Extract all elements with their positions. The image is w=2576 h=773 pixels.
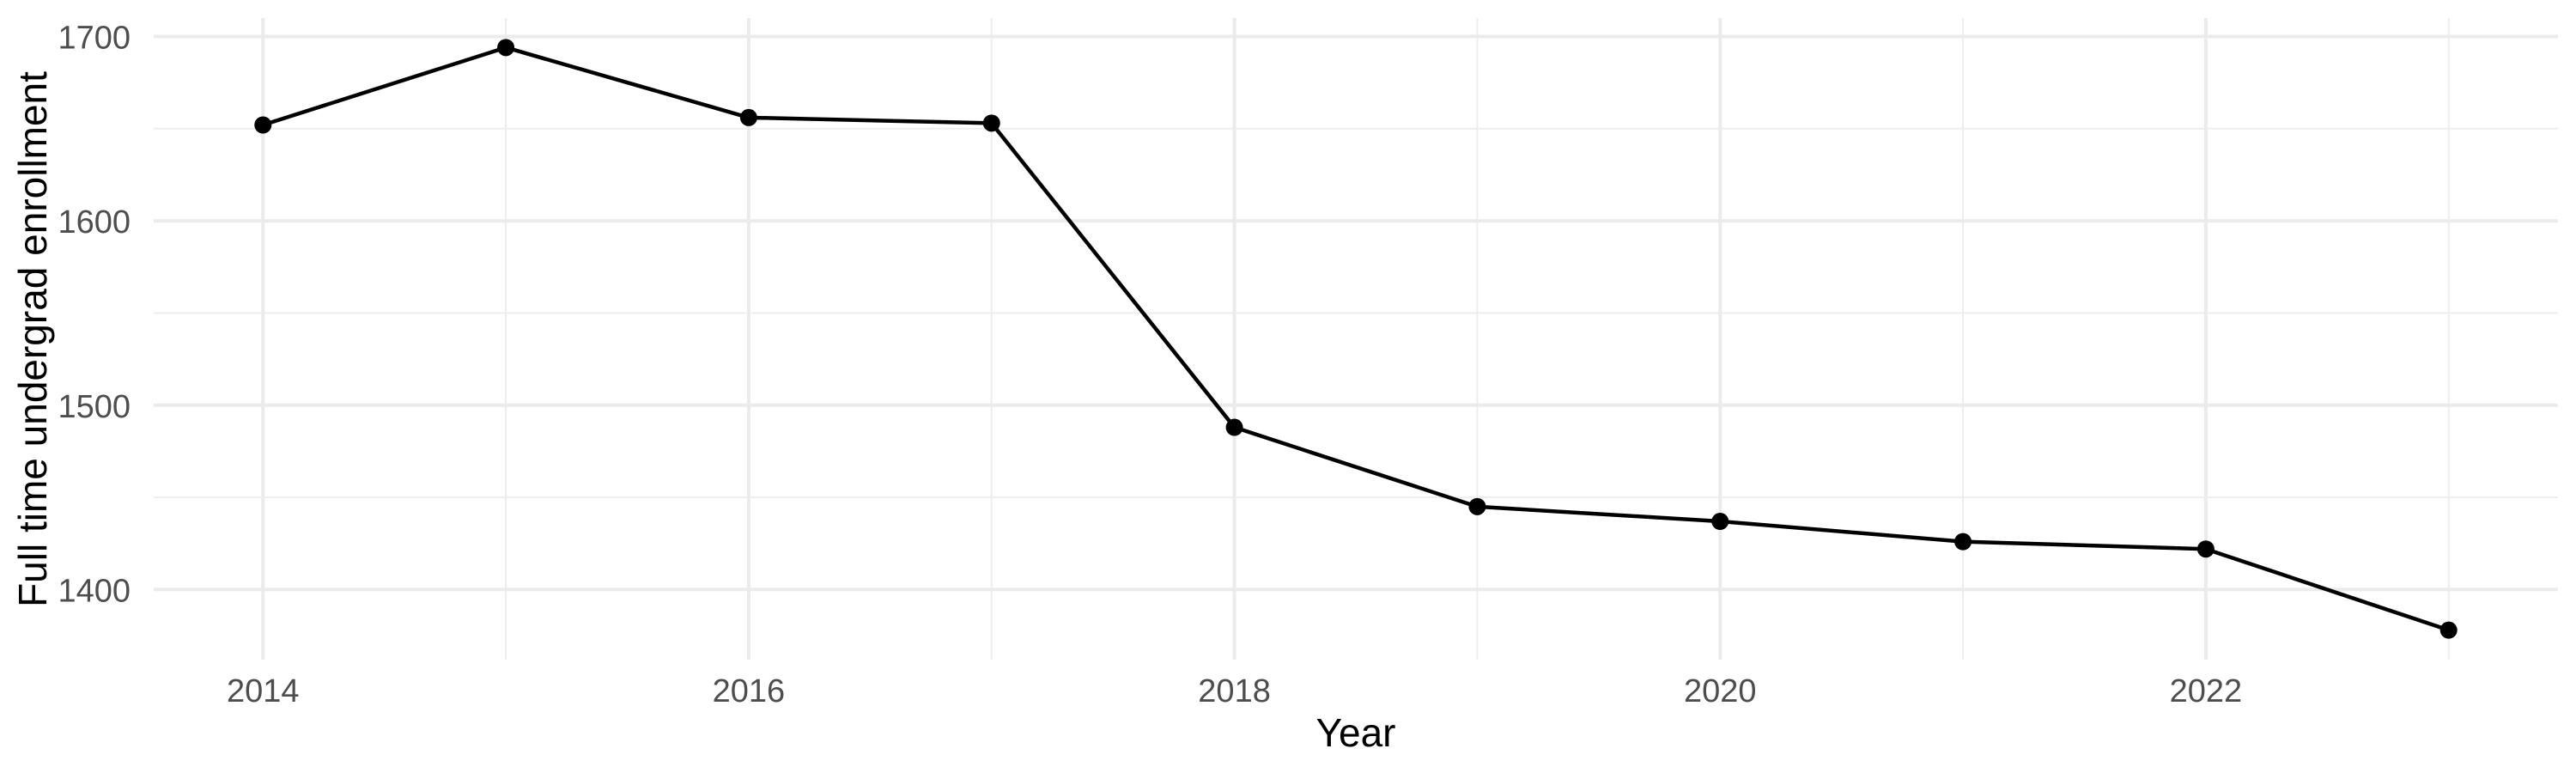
data-point-2023 [2439, 621, 2458, 639]
x-axis-tick-label: 2018 [1198, 673, 1271, 709]
data-point-2014 [254, 116, 272, 134]
data-point-2015 [497, 39, 515, 57]
x-axis-title: Year [1315, 710, 1396, 755]
y-axis-tick-label: 1600 [58, 204, 131, 240]
y-axis-tick-label: 1500 [58, 389, 131, 425]
x-axis-tick-label: 2022 [2170, 673, 2243, 709]
x-axis-tick-label: 2016 [713, 673, 786, 709]
data-point-2020 [1711, 513, 1729, 531]
y-axis-tick-label: 1700 [58, 20, 131, 56]
data-point-2017 [982, 114, 1000, 132]
y-axis-title: Full time undergrad enrollment [10, 71, 55, 607]
x-axis-tick-label: 2020 [1684, 673, 1757, 709]
data-point-2019 [1468, 497, 1486, 515]
y-axis-tick-label: 1400 [58, 573, 131, 609]
data-point-2021 [1954, 533, 1972, 551]
data-point-2022 [2196, 540, 2215, 558]
data-point-2018 [1225, 418, 1243, 436]
enrollment-trend-line [262, 46, 2450, 632]
data-point-2016 [739, 108, 757, 126]
x-axis-tick-label: 2014 [227, 673, 300, 709]
